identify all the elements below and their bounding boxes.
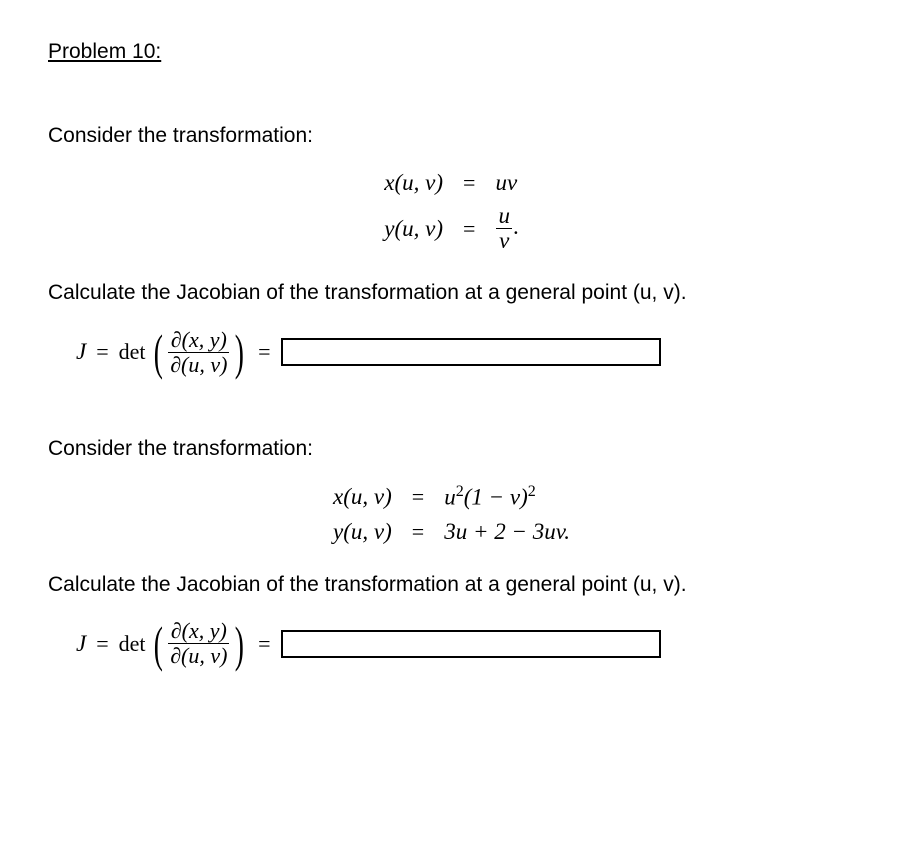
- fraction-denominator: v: [496, 228, 512, 253]
- det-label: det: [119, 631, 146, 657]
- equals-sign: =: [258, 631, 270, 657]
- det-label: det: [119, 339, 146, 365]
- part1-transformation: x(u, v) = uv y(u, v) = u v .: [48, 170, 855, 253]
- part1-answer-row: J = det ( ∂(x, y) ∂(u, v) ) =: [48, 327, 855, 377]
- fraction-numerator: ∂(x, y): [169, 328, 229, 352]
- jacobian-fraction: ∂(x, y) ∂(u, v): [168, 619, 229, 668]
- part2-answer-input[interactable]: [281, 630, 661, 658]
- left-paren-icon: (: [153, 327, 162, 377]
- equals-sign: =: [412, 519, 424, 545]
- eq-lhs: x(u, v): [333, 484, 392, 510]
- part2-answer-row: J = det ( ∂(x, y) ∂(u, v) ) =: [48, 619, 855, 669]
- jacobian-J: J: [76, 339, 86, 365]
- equals-sign: =: [463, 170, 475, 196]
- part2-transformation: x(u, v) = u2(1 − v)2 y(u, v) = 3u + 2 − …: [48, 483, 855, 545]
- eq-tail: .: [513, 214, 519, 239]
- fraction-denominator: ∂(u, v): [168, 643, 229, 668]
- part1-intro: Consider the transformation:: [48, 124, 855, 148]
- jacobian-J: J: [76, 631, 86, 657]
- equals-sign: =: [96, 631, 108, 657]
- equals-sign: =: [96, 339, 108, 365]
- part1-answer-input[interactable]: [281, 338, 661, 366]
- jacobian-fraction: ∂(x, y) ∂(u, v): [168, 328, 229, 377]
- part2-intro: Consider the transformation:: [48, 437, 855, 461]
- eq-lhs: y(u, v): [384, 216, 443, 242]
- problem-heading: Problem 10:: [48, 40, 855, 64]
- eq-rhs: u2(1 − v)2: [444, 483, 570, 511]
- eq-lhs: x(u, v): [384, 170, 443, 196]
- eq-rhs: 3u + 2 − 3uv.: [444, 519, 570, 545]
- equals-sign: =: [463, 216, 475, 242]
- eq-rhs: u v .: [495, 204, 518, 253]
- eq-rhs: uv: [495, 170, 518, 196]
- eq-lhs: y(u, v): [333, 519, 392, 545]
- fraction-numerator: u: [495, 204, 513, 228]
- right-paren-icon: ): [235, 327, 244, 377]
- fraction-denominator: ∂(u, v): [168, 352, 229, 377]
- right-paren-icon: ): [235, 619, 244, 669]
- part2-task: Calculate the Jacobian of the transforma…: [48, 573, 855, 597]
- part1-task: Calculate the Jacobian of the transforma…: [48, 281, 855, 305]
- equals-sign: =: [258, 339, 270, 365]
- fraction-numerator: ∂(x, y): [169, 619, 229, 643]
- left-paren-icon: (: [153, 619, 162, 669]
- equals-sign: =: [412, 484, 424, 510]
